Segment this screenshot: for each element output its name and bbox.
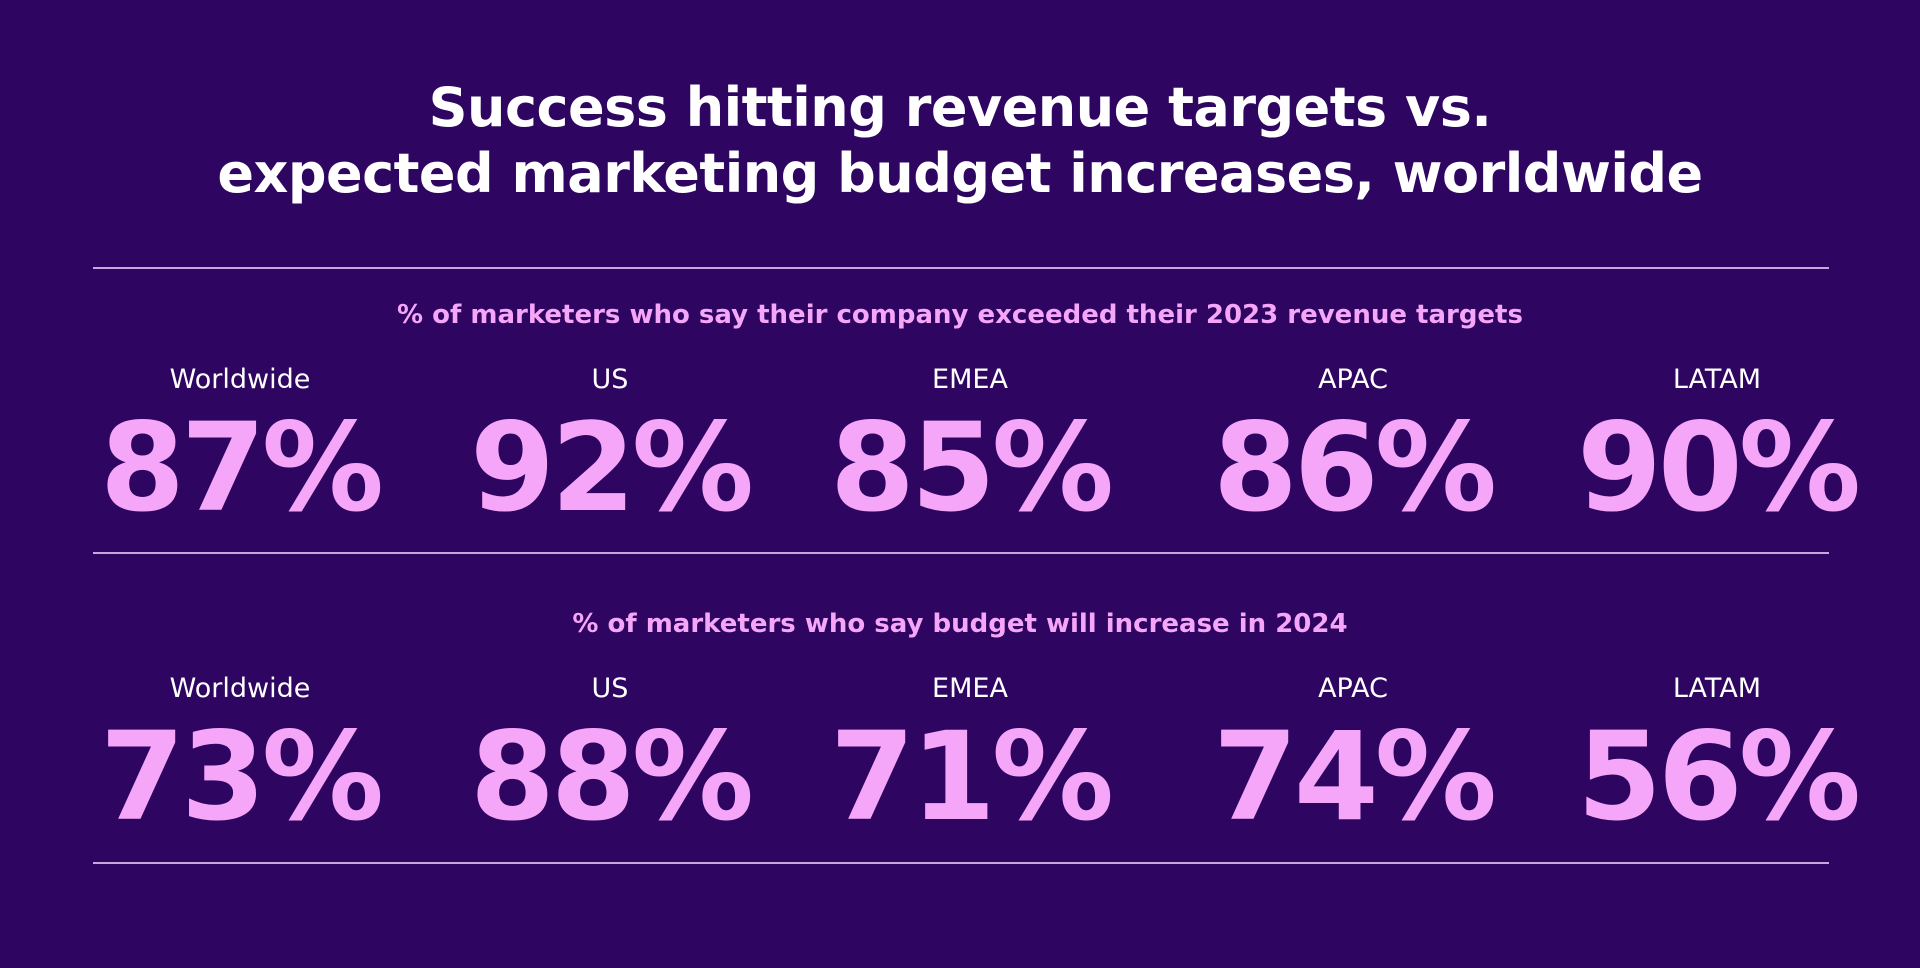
stat-region-label: Worldwide — [169, 673, 311, 704]
stat-value: 73% — [99, 706, 384, 848]
stat-worldwide-revenue: Worldwide 87% — [50, 363, 430, 529]
stat-region-label: LATAM — [1672, 673, 1762, 704]
stat-value: 88% — [469, 706, 754, 848]
section-2-subtitle: % of marketers who say budget will incre… — [572, 609, 1348, 639]
stat-apac-budget: APAC 74% — [1163, 672, 1543, 838]
stat-value: 85% — [829, 397, 1114, 539]
stat-value: 86% — [1212, 397, 1497, 539]
stat-region-label: EMEA — [932, 364, 1008, 395]
stat-emea-budget: EMEA 71% — [780, 672, 1160, 838]
stat-apac-revenue: APAC 86% — [1163, 363, 1543, 529]
stat-value: 56% — [1576, 706, 1861, 848]
stat-worldwide-budget: Worldwide 73% — [50, 672, 430, 838]
section-1-stats: Worldwide 87% US 92% EMEA 85% APAC 86% L… — [0, 363, 1920, 543]
stat-region-label: APAC — [1318, 364, 1388, 395]
stat-region-label: EMEA — [932, 673, 1008, 704]
stat-us-budget: US 88% — [420, 672, 800, 838]
stat-region-label: Worldwide — [169, 364, 311, 395]
stat-latam-budget: LATAM 56% — [1527, 672, 1907, 838]
chart-title-line-2: expected marketing budget increases, wor… — [217, 142, 1703, 205]
section-2-stats: Worldwide 73% US 88% EMEA 71% APAC 74% L… — [0, 672, 1920, 852]
stat-latam-revenue: LATAM 90% — [1527, 363, 1907, 529]
stat-value: 74% — [1212, 706, 1497, 848]
stat-region-label: US — [591, 673, 629, 704]
section-1-subtitle: % of marketers who say their company exc… — [397, 300, 1523, 330]
divider-top — [93, 267, 1829, 269]
stat-value: 92% — [469, 397, 754, 539]
stat-value: 71% — [829, 706, 1114, 848]
stat-us-revenue: US 92% — [420, 363, 800, 529]
stat-region-label: LATAM — [1672, 364, 1762, 395]
divider-bottom — [93, 862, 1829, 864]
stat-value: 87% — [99, 397, 384, 539]
stat-emea-revenue: EMEA 85% — [780, 363, 1160, 529]
chart-title-line-1: Success hitting revenue targets vs. — [428, 76, 1492, 139]
divider-middle — [93, 552, 1829, 554]
stat-region-label: APAC — [1318, 673, 1388, 704]
stat-value: 90% — [1576, 397, 1861, 539]
stat-region-label: US — [591, 364, 629, 395]
